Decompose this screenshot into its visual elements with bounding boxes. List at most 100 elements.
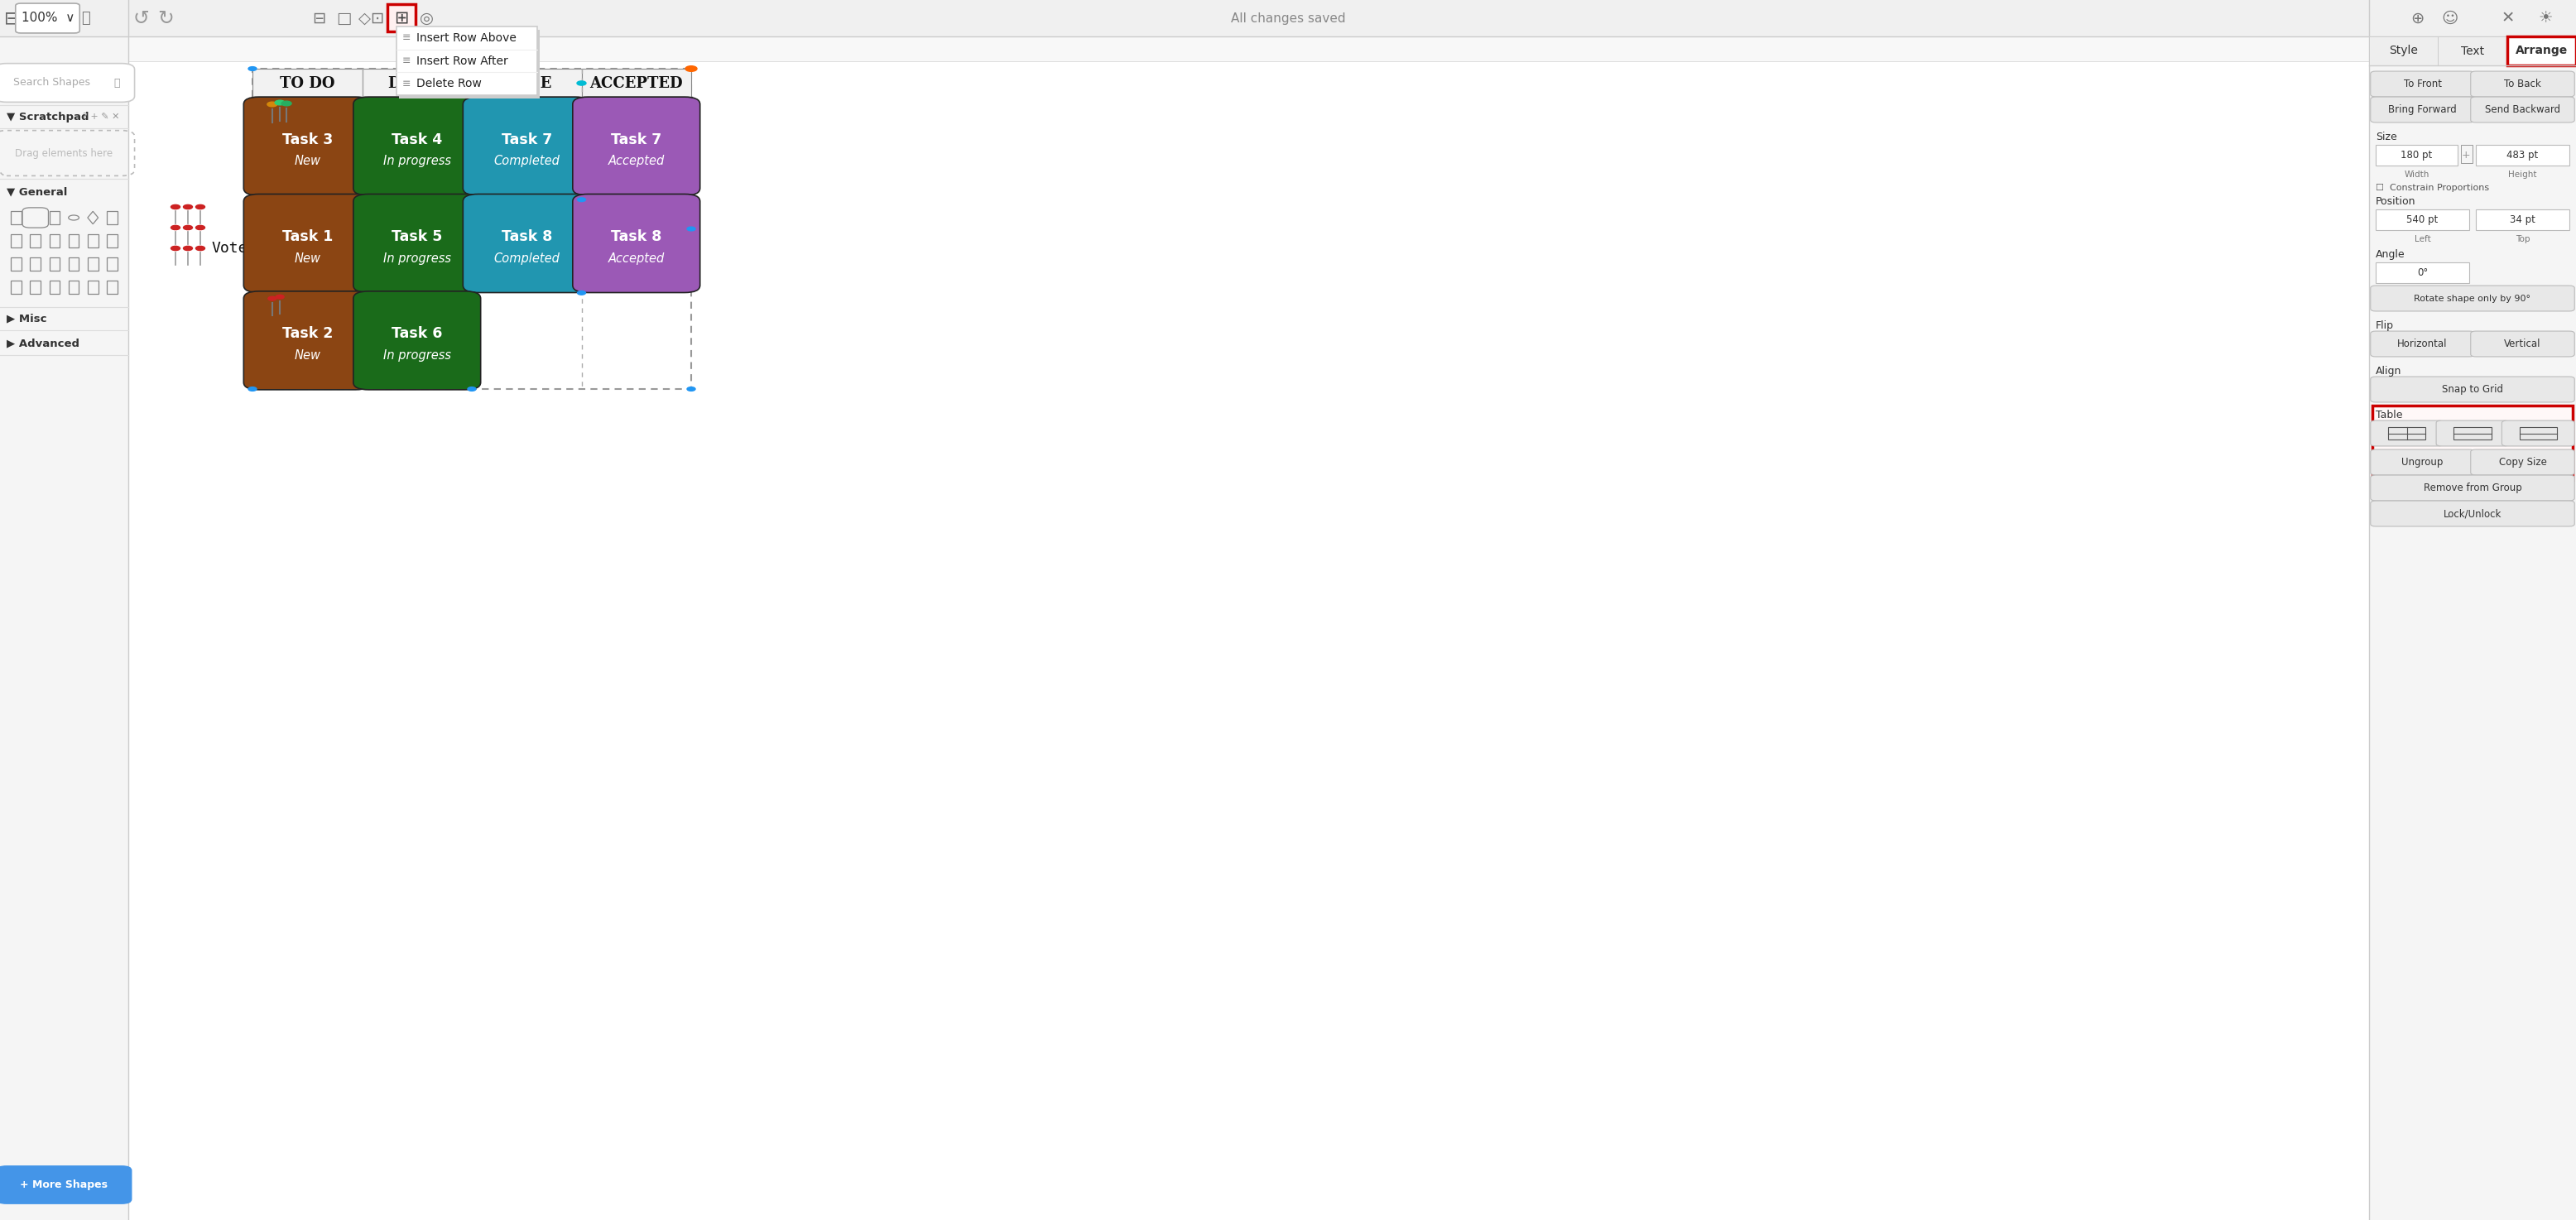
FancyBboxPatch shape bbox=[2370, 285, 2573, 311]
Text: ⊞: ⊞ bbox=[394, 10, 407, 26]
Circle shape bbox=[170, 226, 180, 229]
Text: ⊡: ⊡ bbox=[371, 10, 384, 26]
Text: ▶ Misc: ▶ Misc bbox=[8, 314, 46, 325]
Text: ▶ Advanced: ▶ Advanced bbox=[8, 338, 80, 349]
Text: Bring Forward: Bring Forward bbox=[2388, 104, 2458, 115]
Text: Style: Style bbox=[2388, 45, 2419, 56]
Text: ⬜: ⬜ bbox=[82, 11, 90, 26]
Text: Copy Size: Copy Size bbox=[2499, 456, 2548, 467]
Text: 180 pt: 180 pt bbox=[2401, 150, 2432, 161]
Text: Size: Size bbox=[2375, 132, 2398, 143]
Bar bbox=[2388, 427, 2427, 439]
Bar bbox=[129, 37, 2370, 61]
Circle shape bbox=[170, 246, 180, 250]
Circle shape bbox=[170, 205, 180, 209]
Text: ▼ General: ▼ General bbox=[8, 187, 67, 198]
Text: DONE: DONE bbox=[502, 76, 551, 90]
Text: Insert Row After: Insert Row After bbox=[417, 55, 507, 67]
Text: New: New bbox=[294, 349, 319, 362]
Text: ≡: ≡ bbox=[402, 55, 410, 66]
Text: Delete Row: Delete Row bbox=[417, 78, 482, 89]
Bar bbox=[88, 281, 98, 294]
FancyBboxPatch shape bbox=[2370, 96, 2476, 122]
FancyBboxPatch shape bbox=[2437, 421, 2509, 447]
Text: Table: Table bbox=[2375, 410, 2403, 421]
Circle shape bbox=[469, 67, 477, 71]
Text: Task 8: Task 8 bbox=[502, 229, 551, 244]
Text: ↻: ↻ bbox=[157, 9, 173, 28]
Text: Search Shapes: Search Shapes bbox=[13, 77, 90, 88]
Bar bbox=[2375, 210, 2470, 231]
Circle shape bbox=[688, 67, 696, 71]
Text: Completed: Completed bbox=[495, 253, 559, 265]
Text: New: New bbox=[294, 253, 319, 265]
Bar bbox=[2506, 37, 2576, 66]
Text: Accepted: Accepted bbox=[608, 253, 665, 265]
Text: In progress: In progress bbox=[384, 349, 451, 362]
FancyBboxPatch shape bbox=[2370, 500, 2573, 526]
Circle shape bbox=[196, 226, 206, 229]
Text: Task 1: Task 1 bbox=[281, 229, 332, 244]
Bar bbox=[2370, 37, 2576, 66]
Text: Text: Text bbox=[2460, 45, 2483, 56]
Text: ? + ✎ ✕: ? + ✎ ✕ bbox=[82, 112, 121, 121]
Bar bbox=[10, 257, 21, 271]
Bar bbox=[106, 234, 118, 248]
FancyBboxPatch shape bbox=[0, 1165, 131, 1204]
FancyBboxPatch shape bbox=[2370, 449, 2476, 475]
Text: 540 pt: 540 pt bbox=[2406, 215, 2439, 226]
Bar bbox=[31, 257, 41, 271]
Text: Task 5: Task 5 bbox=[392, 229, 443, 244]
Text: 34 pt: 34 pt bbox=[2509, 215, 2535, 226]
FancyBboxPatch shape bbox=[2370, 421, 2442, 447]
Text: In progress: In progress bbox=[384, 253, 451, 265]
FancyBboxPatch shape bbox=[0, 63, 134, 102]
Text: Align: Align bbox=[2375, 366, 2401, 377]
Circle shape bbox=[281, 101, 291, 106]
Bar bbox=[129, 61, 2370, 1220]
Circle shape bbox=[688, 227, 696, 231]
Circle shape bbox=[183, 205, 193, 209]
Text: Task 7: Task 7 bbox=[502, 132, 551, 146]
FancyBboxPatch shape bbox=[353, 194, 482, 293]
FancyBboxPatch shape bbox=[15, 4, 80, 33]
Text: ◎: ◎ bbox=[420, 10, 433, 26]
Bar bbox=[386, 4, 415, 32]
Text: ↺: ↺ bbox=[131, 9, 149, 28]
Bar bbox=[10, 211, 21, 224]
Text: Send Backward: Send Backward bbox=[2486, 104, 2561, 115]
FancyBboxPatch shape bbox=[353, 292, 482, 389]
Bar bbox=[2375, 262, 2470, 283]
Text: Completed: Completed bbox=[495, 155, 559, 167]
Text: ▼ Scratchpad: ▼ Scratchpad bbox=[8, 111, 90, 122]
Bar bbox=[582, 68, 690, 98]
Bar bbox=[399, 29, 541, 99]
Text: Horizontal: Horizontal bbox=[2398, 338, 2447, 349]
Text: Flip: Flip bbox=[2375, 321, 2393, 331]
Text: 🔍: 🔍 bbox=[113, 77, 121, 88]
Text: ≡: ≡ bbox=[402, 33, 410, 44]
Text: Task 4: Task 4 bbox=[392, 132, 443, 146]
Text: ☺: ☺ bbox=[2442, 10, 2458, 26]
Text: Insert Row Above: Insert Row Above bbox=[417, 32, 515, 44]
Bar bbox=[2460, 145, 2473, 163]
Text: New: New bbox=[294, 155, 319, 167]
Circle shape bbox=[469, 387, 477, 390]
Bar bbox=[31, 281, 41, 294]
FancyBboxPatch shape bbox=[572, 194, 701, 293]
Text: Angle: Angle bbox=[2375, 249, 2406, 260]
Bar bbox=[2375, 145, 2458, 166]
Text: ☐  Constrain Proportions: ☐ Constrain Proportions bbox=[2375, 184, 2488, 192]
Bar bbox=[88, 257, 98, 271]
Bar bbox=[0, 0, 129, 1220]
FancyBboxPatch shape bbox=[2370, 475, 2573, 500]
Circle shape bbox=[688, 387, 696, 390]
Text: + More Shapes: + More Shapes bbox=[21, 1180, 108, 1191]
Bar bbox=[2372, 405, 2573, 479]
Text: Vertical: Vertical bbox=[2504, 338, 2540, 349]
Circle shape bbox=[183, 226, 193, 229]
Text: Position: Position bbox=[2375, 196, 2416, 207]
Text: Top: Top bbox=[2514, 235, 2530, 243]
FancyBboxPatch shape bbox=[2501, 421, 2573, 447]
Text: ACCEPTED: ACCEPTED bbox=[590, 76, 683, 90]
